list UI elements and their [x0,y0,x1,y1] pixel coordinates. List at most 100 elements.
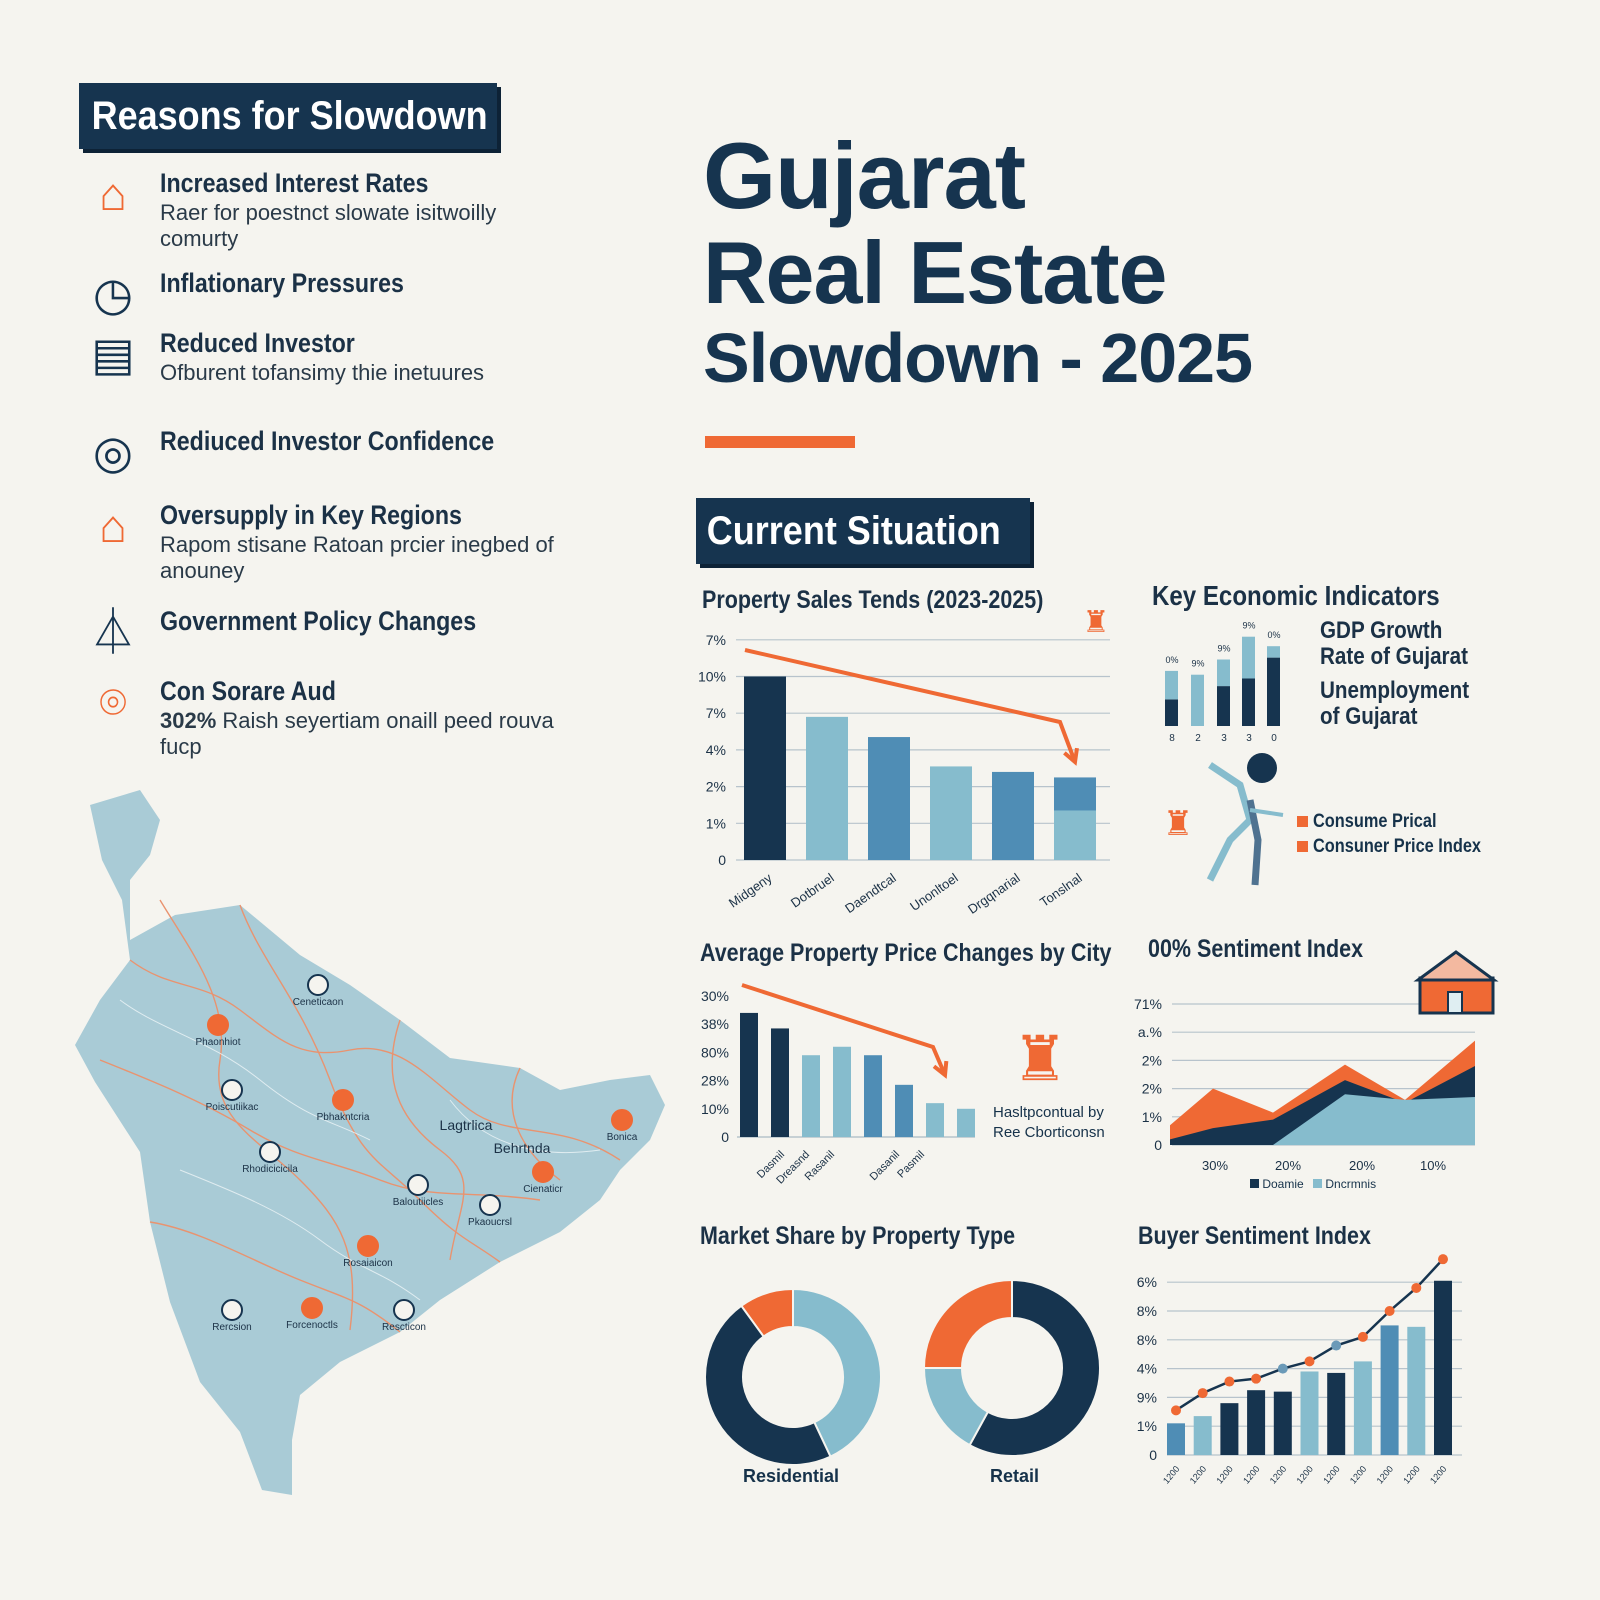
map-region [75,790,665,1495]
buyer-trend-point [1331,1340,1342,1351]
area-x-tick: 20% [1349,1158,1375,1173]
econ-bar-top-label: 0% [1267,630,1280,640]
buyer-trend-point [1277,1363,1288,1374]
sales-bar [992,771,1034,860]
price-arrowhead-icon [932,1060,949,1079]
econ-bar-upper [1242,636,1255,679]
buyer-x-tick: 1200 [1401,1464,1422,1486]
map-label: Forcenoctls [286,1320,338,1331]
buyer-x-tick: 1200 [1321,1464,1342,1486]
econ-bar-lower [1165,699,1178,726]
sales-x-tick: Daendtcal [842,870,899,916]
map-marker: Behrtnda [494,1140,551,1156]
area-series-light [1170,1094,1475,1145]
reason-title: Con Sorare Aud [160,676,336,706]
buyer-trend-point [1357,1331,1368,1342]
buyer-x-tick: 1200 [1268,1464,1289,1486]
donut-label-residential: Residential [743,1466,840,1486]
buyer-x-tick: 1200 [1428,1464,1449,1486]
map-pin-icon [307,974,329,996]
area-y-tick: 2% [1142,1052,1162,1068]
map-marker: Forcenoctls [286,1297,338,1331]
buyer-x-tick: 1200 [1348,1464,1369,1486]
map-pin-icon [611,1109,633,1131]
econ-bar-top-label: 0% [1165,655,1178,665]
buyer-trend-point [1304,1356,1315,1367]
price-bar [802,1055,820,1137]
econ-bar-lower [1217,686,1230,726]
legend-swatch [1250,1179,1259,1188]
buyer-y-tick: 1% [1137,1418,1157,1434]
area-legend: Doamie Dncrmnis [1250,1177,1376,1191]
cpi-legend-1: Consume Prical [1297,811,1457,833]
econ-legend-unemployment: Unemployment of Gujarat [1320,677,1470,730]
map-label: Rhodicicicila [242,1164,298,1175]
current-situation-box: Current Situation [696,498,1030,564]
area-y-tick: 0 [1154,1137,1162,1153]
econ-legend-gdp: GDP Growth Rate of Gujarat [1320,617,1468,670]
donut-slice [922,1278,1013,1369]
map-pin-icon [207,1014,229,1036]
sales-y-tick: 7% [706,632,726,648]
map-pin-icon [259,1141,281,1163]
buyer-y-tick: 9% [1137,1389,1157,1405]
map-label: Ceneticaon [293,997,344,1008]
cpi-legend-1-label: Consume Prical [1313,811,1437,832]
price-y-tick: 30% [701,988,729,1004]
map-pin-icon [407,1174,429,1196]
sales-y-tick: 0 [718,852,726,868]
map-label: Phaonhiot [195,1037,240,1048]
buyer-y-tick: 8% [1137,1332,1157,1348]
map-label: Rescticon [382,1322,426,1333]
map-label: Behrtnda [494,1140,551,1156]
buyer-trend-point [1251,1373,1262,1384]
buyer-y-tick: 4% [1137,1361,1157,1377]
area-x-tick: 20% [1275,1158,1301,1173]
cpi-legend-2-label: Consuner Price Index [1313,836,1482,857]
map-marker: Pkaoucrsl [468,1194,512,1228]
current-situation-heading: Current Situation [706,509,1001,553]
econ-bar-top-label: 9% [1191,659,1204,669]
gujarat-map: Ceneticaon Phaonhiot Poiscutiikac Pbhakntcr… [75,790,665,1495]
buyer-bar [1300,1371,1319,1455]
price-bar [926,1103,944,1137]
donut-slice [792,1287,882,1458]
district-boundaries [99,899,621,1333]
econ-bar-bottom-label: 2 [1195,733,1201,744]
sales-x-tick: Midgeny [726,870,775,911]
econ-bar-top-label: 9% [1242,621,1255,631]
buyer-x-tick: 1200 [1241,1464,1262,1486]
sales-y-tick: 10% [698,669,726,685]
map-marker: Ceneticaon [293,974,344,1008]
buyer-trend-point [1438,1254,1448,1265]
area-legend-1: Doamie [1262,1177,1304,1191]
map-pin-icon [221,1299,243,1321]
map-marker: Rercsion [212,1299,252,1333]
map-label: Bonica [607,1132,638,1143]
price-y-tick: 10% [701,1101,729,1117]
map-marker: Phaonhiot [195,1014,241,1048]
price-annotation-line1: Hasltpcontual by [993,1104,1104,1121]
area-chart-title: 00% Sentiment Index [1148,935,1364,963]
main-title-line3: Slowdown - 2025 [703,319,1253,397]
buyer-x-tick: 1200 [1161,1464,1182,1486]
cpi-legend-2: Consuner Price Index [1297,836,1509,858]
house-warning-icon: ⌂ [99,168,127,220]
sales-bar [868,737,910,860]
buyer-y-tick: 6% [1137,1274,1157,1290]
map-marker: Cienaticr [523,1161,563,1195]
map-pin-icon [332,1089,354,1111]
donut-label-retail: Retail [990,1466,1040,1486]
title-underline [705,436,855,448]
donut-slice [704,1304,832,1466]
reasons-heading-box: Reasons for Slowdown [79,83,497,149]
reason-title: Government Policy Changes [160,606,477,636]
buyer-bar [1247,1390,1266,1455]
price-x-tick: Dasanil [868,1149,902,1183]
price-y-tick: 38% [701,1016,729,1032]
buyer-trend-point [1224,1376,1235,1387]
price-bar [771,1028,789,1137]
buyer-trend-point [1171,1405,1181,1416]
econ-bar-bottom-label: 3 [1221,733,1227,744]
worker-icon: ♜ [1163,805,1193,843]
